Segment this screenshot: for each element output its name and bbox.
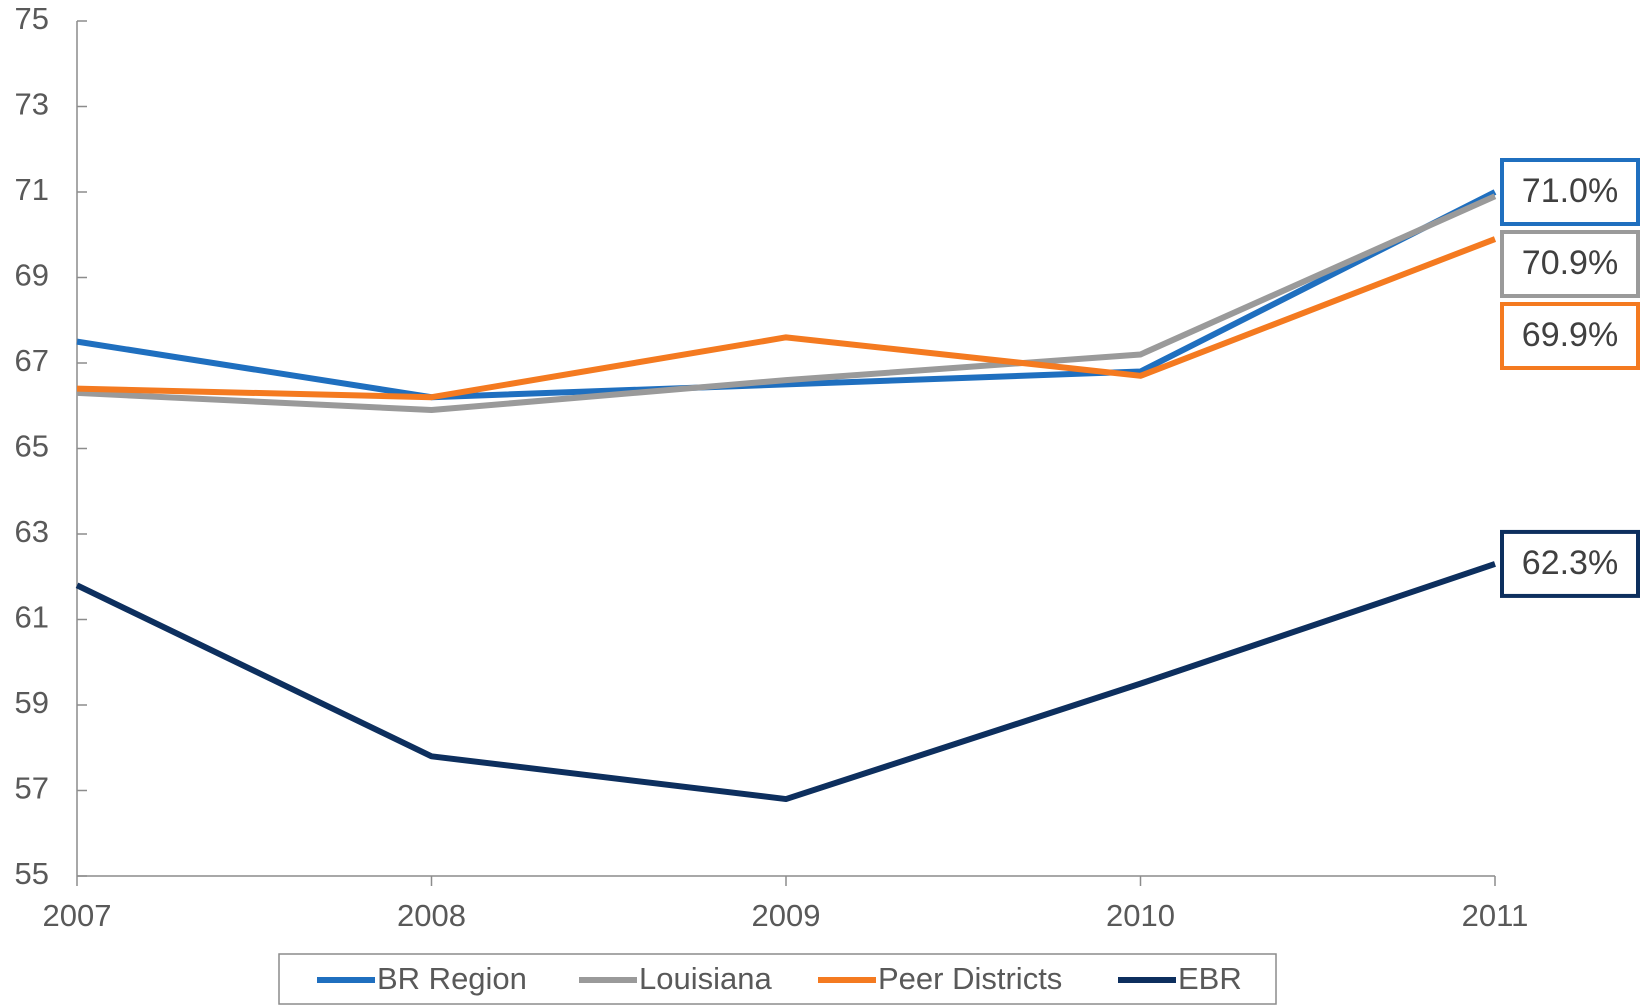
legend-label: Peer Districts — [878, 961, 1062, 996]
y-tick-label: 61 — [15, 600, 49, 635]
y-tick-label: 67 — [15, 343, 49, 378]
x-tick-label: 2011 — [1462, 898, 1529, 933]
y-tick-label: 71 — [15, 172, 49, 207]
value-label: 70.9% — [1522, 244, 1618, 282]
value-label-box: 70.9% — [1500, 230, 1640, 298]
y-tick-label: 73 — [15, 87, 49, 122]
label-frame — [1500, 302, 1640, 370]
y-tick-label: 63 — [15, 514, 49, 549]
line-series — [75, 561, 1496, 803]
y-tick-label: 59 — [15, 685, 49, 720]
legend-frame — [278, 953, 1277, 1005]
y-tick-label: 57 — [15, 771, 49, 806]
line-series — [76, 189, 1497, 401]
x-tick-label: 2010 — [1106, 898, 1175, 933]
y-tick-label: 55 — [15, 856, 49, 891]
legend-label: BR Region — [377, 961, 527, 996]
x-tick-label: 2008 — [397, 898, 466, 933]
y-tick-label: 65 — [15, 429, 49, 464]
label-frame — [1500, 158, 1640, 226]
value-label-box: 69.9% — [1500, 302, 1640, 370]
x-tick-label: 2007 — [43, 898, 112, 933]
label-frame — [1500, 529, 1640, 598]
line-series — [76, 236, 1497, 401]
legend-label: Louisiana — [639, 961, 772, 996]
x-tick-label: 2009 — [752, 898, 821, 933]
y-tick-label: 69 — [15, 258, 49, 293]
y-tick-label: 75 — [15, 1, 49, 36]
value-label: 62.3% — [1522, 544, 1618, 582]
legend: BR Region Louisiana Peer Districts EBR — [278, 953, 1277, 1005]
value-label-box: 62.3% — [1500, 529, 1640, 598]
value-label: 69.9% — [1522, 316, 1618, 354]
value-label-box: 71.0% — [1500, 158, 1640, 226]
legend-label: EBR — [1178, 961, 1242, 996]
value-label: 71.0% — [1522, 172, 1618, 210]
label-frame — [1500, 230, 1640, 298]
line-series — [76, 193, 1497, 414]
